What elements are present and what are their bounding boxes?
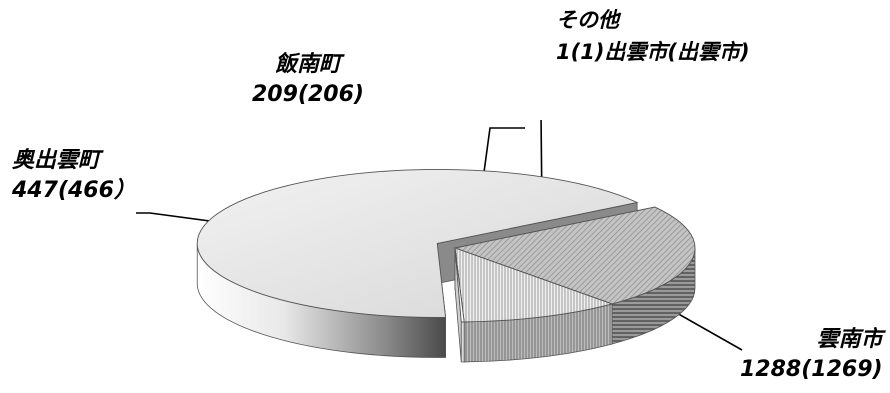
label-iinan-name: 飯南町 xyxy=(274,52,341,77)
slice-top-2 xyxy=(454,247,614,323)
label-other-name: その他 xyxy=(556,8,619,32)
slice-top-3 xyxy=(454,247,465,323)
slice-top-0 xyxy=(196,169,639,318)
pie-slices xyxy=(196,169,696,363)
slice-top-1 xyxy=(453,206,696,305)
slice-3 xyxy=(454,247,465,363)
label-unnan-value: 1288(1269) xyxy=(740,357,883,382)
label-other-value: 1(1)出雲市(出雲市) xyxy=(556,40,750,64)
label-unnan-name: 雲南市 xyxy=(816,327,883,352)
label-iinan-value: 209(206) xyxy=(252,82,364,107)
slice-side-3 xyxy=(460,321,465,363)
label-unnan: 雲南市 1288(1269) xyxy=(740,325,883,385)
label-okuizumo-name: 奥出雲町 xyxy=(12,148,101,173)
label-okuizumo: 奥出雲町 447(466） xyxy=(12,146,136,206)
label-iinan: 飯南町 209(206) xyxy=(252,50,364,110)
label-okuizumo-value: 447(466） xyxy=(12,178,136,203)
label-other: その他 1(1)出雲市(出雲市) xyxy=(556,4,784,68)
